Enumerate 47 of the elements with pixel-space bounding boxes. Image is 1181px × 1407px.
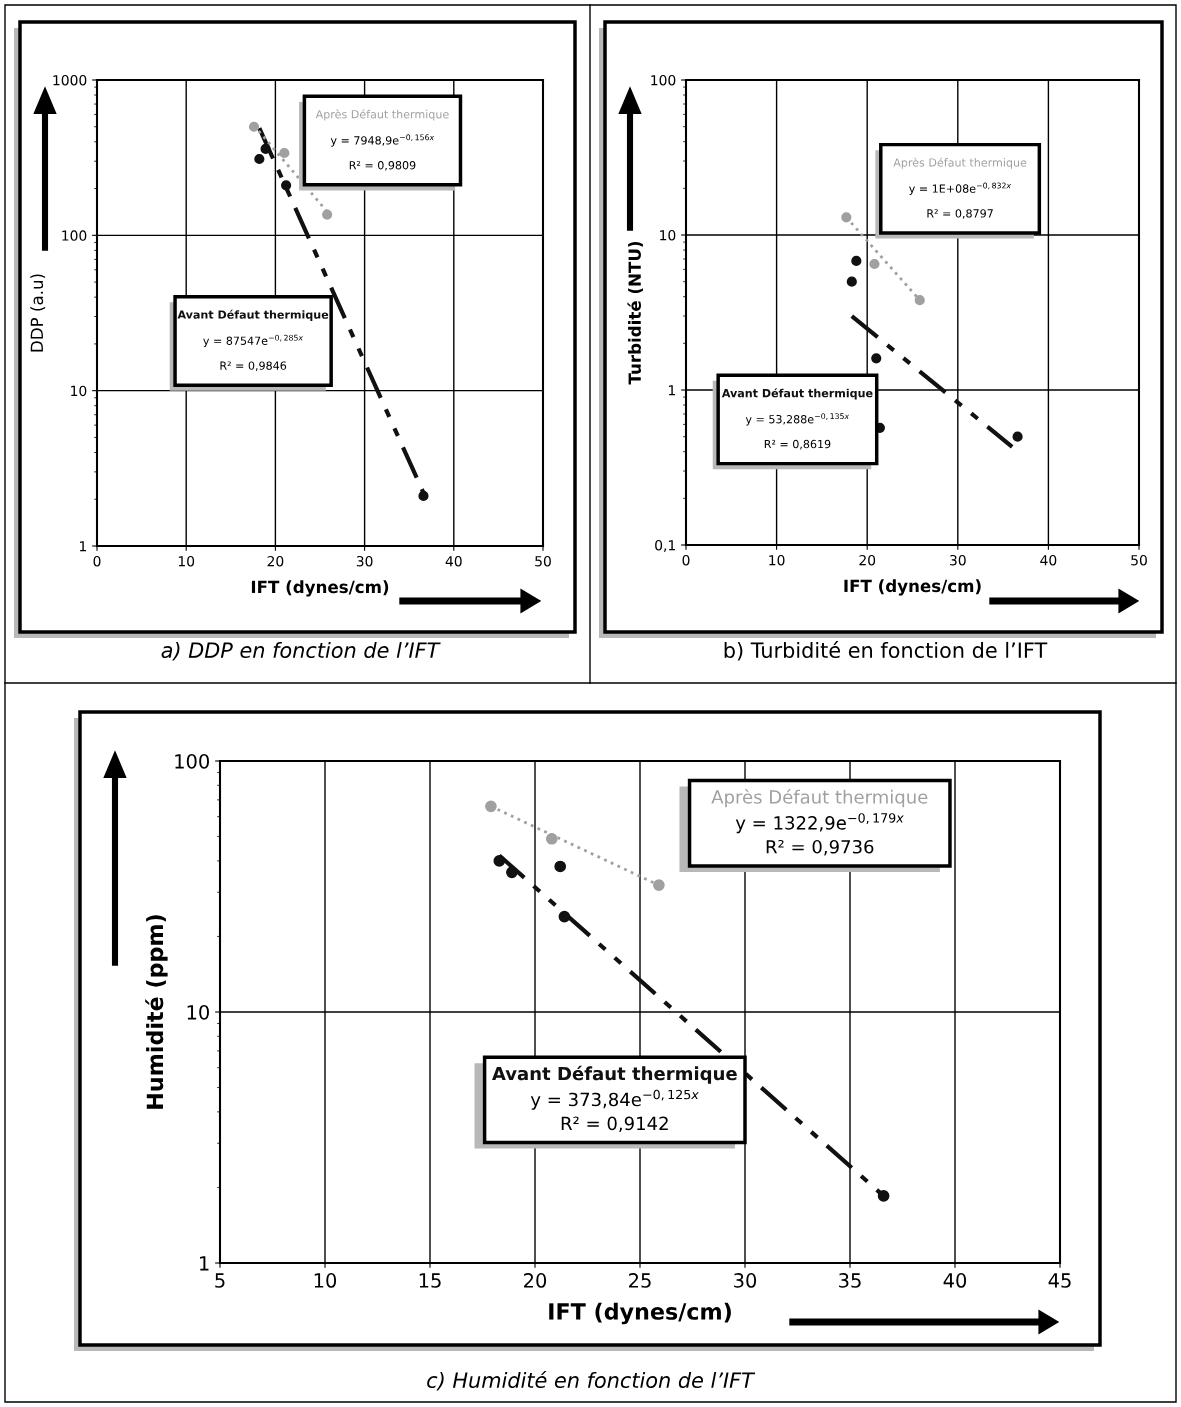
x-tick-label: 25	[629, 1273, 651, 1288]
y-tick-label: 100	[175, 753, 209, 769]
x-tick-label: 15	[419, 1273, 441, 1288]
x-tick-label: 20	[524, 1273, 547, 1288]
x-tick-label: 40	[1040, 554, 1057, 566]
y-tick-label: 0,1	[655, 539, 675, 552]
text: Avant Défaut thermique y = 53,288e$^{−0,135x}$ R² = 0,8619	[721, 388, 873, 450]
x-tick-label: 50	[535, 555, 551, 567]
text: Après Défaut thermique y = 7948,9e$^{−0,156x}$ R² = 0,9809	[315, 109, 449, 171]
x-axis-title: IFT (dynes/cm)	[251, 580, 389, 597]
text: Avant Défaut thermique y = 373,84e$^{−0,125x}$ R² = 0,9142	[492, 1065, 737, 1133]
y-tick-label: 10	[71, 385, 87, 397]
x-tick-label: 20	[267, 555, 284, 567]
x-tick-label: 30	[950, 554, 966, 566]
x-tick-label: 10	[314, 1273, 337, 1288]
y-tick-label: 100	[62, 230, 87, 241]
x-tick-label: 10	[769, 554, 785, 566]
text: Avant Défaut thermique y = 87547e$^{−0,285x}$ R² = 0,9846	[177, 309, 329, 371]
y-tick-label: 1	[668, 385, 675, 396]
x-tick-label: 30	[356, 555, 373, 567]
y-axis-title: Humidité (ppm)	[145, 915, 168, 1109]
x-axis-title: IFT (dynes/cm)	[549, 1302, 731, 1325]
x-tick-label: 40	[943, 1273, 967, 1288]
text: a) DDP en fonction de l’IFT	[161, 641, 441, 661]
x-tick-label: 35	[839, 1273, 861, 1288]
y-axis-title: DDP (a.u)	[30, 274, 46, 352]
text: Après Défaut thermique y = 1E+08e$^{−0,832x}$ R² = 0,8797	[893, 157, 1027, 219]
x-tick-label: 0	[682, 554, 690, 566]
y-axis-title: Turbidité (NTU)	[627, 241, 643, 385]
y-tick-label: 1	[200, 1256, 209, 1271]
text: b) Turbidité en fonction de l’IFT	[724, 641, 1048, 661]
text: Après Défaut thermique y = 1322,9e$^{−0,179x}$ R² = 0,9736	[711, 789, 928, 856]
x-tick-label: 30	[734, 1273, 757, 1288]
text: c) Humidité en fonction de l’IFT	[427, 1371, 756, 1391]
x-tick-label: 45	[1048, 1273, 1071, 1288]
x-tick-label: 40	[445, 555, 462, 567]
x-tick-label: 10	[178, 555, 195, 567]
y-tick-label: 1	[79, 541, 86, 552]
x-tick-label: 20	[859, 554, 876, 566]
y-tick-label: 1000	[53, 74, 87, 86]
x-tick-label: 0	[93, 555, 101, 567]
x-tick-label: 5	[215, 1273, 225, 1288]
y-tick-label: 10	[660, 229, 676, 241]
y-tick-label: 10	[187, 1004, 209, 1020]
x-tick-label: 50	[1131, 554, 1147, 566]
y-tick-label: 100	[651, 74, 676, 86]
x-axis-title: IFT (dynes/cm)	[844, 579, 981, 596]
